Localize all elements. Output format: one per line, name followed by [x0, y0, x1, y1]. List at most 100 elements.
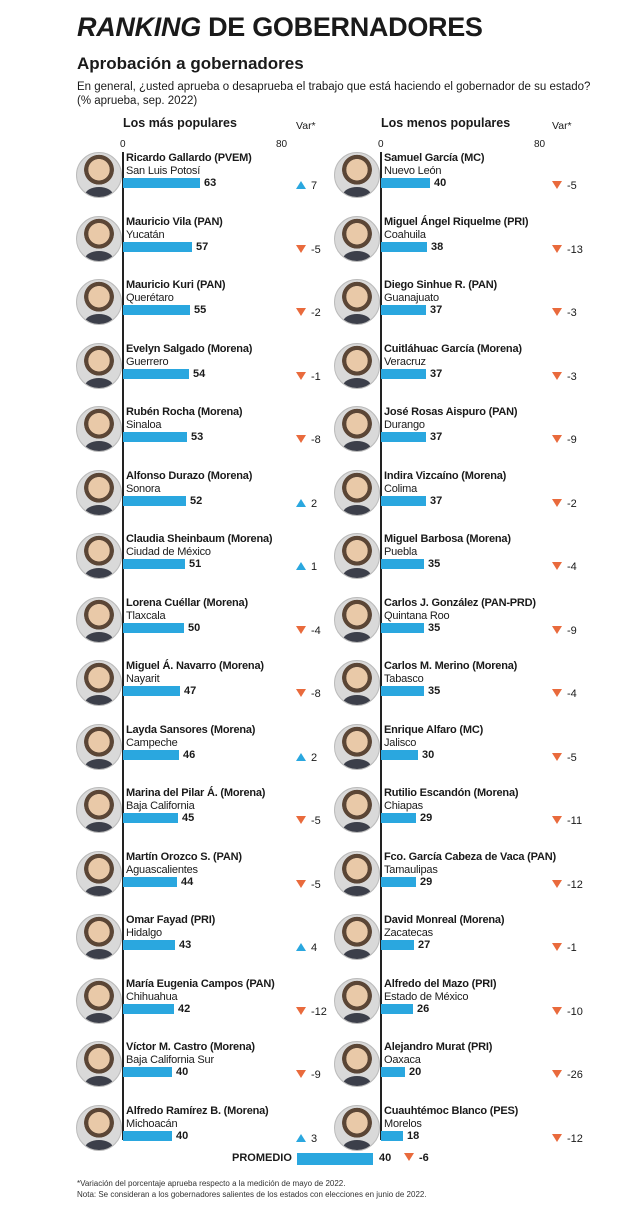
governor-name: Cuitláhuac García (Morena) — [384, 342, 522, 355]
variation-value: -5 — [296, 244, 321, 256]
approval-bar — [381, 178, 430, 188]
approval-bar — [381, 813, 416, 823]
governor-photo — [76, 1041, 122, 1087]
governor-name: Víctor M. Castro (Morena) — [126, 1041, 255, 1053]
approval-value: 44 — [181, 875, 194, 888]
governor-state: Tlaxcala — [126, 609, 166, 622]
approval-value: 51 — [189, 558, 202, 570]
variation-text: 1 — [311, 561, 318, 573]
approval-value: 54 — [193, 367, 206, 380]
average-var: -6 — [404, 1152, 429, 1164]
governor-photo — [334, 342, 380, 389]
approval-value: 50 — [188, 621, 201, 634]
approval-bar — [123, 813, 178, 823]
approval-value: 42 — [178, 1002, 191, 1015]
variation-value: -5 — [296, 879, 321, 891]
governor-name: Diego Sinhue R. (PAN) — [384, 279, 497, 291]
down-triangle-icon — [296, 308, 306, 316]
approval-bar — [123, 559, 185, 569]
approval-bar — [123, 940, 175, 950]
governor-photo — [76, 1104, 122, 1151]
variation-text: 2 — [311, 497, 318, 510]
variation-value: -5 — [552, 180, 577, 192]
approval-value: 18 — [407, 1129, 420, 1142]
variation-text: -2 — [311, 307, 321, 319]
down-triangle-icon — [552, 562, 562, 570]
governor-photo — [76, 660, 122, 706]
variation-value: -9 — [296, 1069, 321, 1081]
governor-photo — [334, 787, 380, 833]
variation-text: 2 — [311, 751, 318, 764]
approval-bar — [123, 368, 189, 379]
variation-text: -5 — [311, 878, 321, 891]
variation-value: -3 — [552, 371, 577, 383]
variation-value: -12 — [552, 879, 583, 891]
governor-state: Sonora — [126, 482, 161, 495]
governor-name: María Eugenia Campos (PAN) — [126, 977, 275, 990]
governor-name: Lorena Cuéllar (Morena) — [126, 596, 248, 609]
footnote-note: Nota: Se consideran a los gobernadores s… — [77, 1190, 427, 1199]
variation-text: -4 — [567, 561, 577, 573]
down-triangle-icon — [296, 879, 306, 888]
governor-state: Puebla — [384, 546, 418, 558]
governor-state: Michoacán — [126, 1117, 178, 1130]
governor-photo — [76, 342, 122, 389]
governor-state: Querétaro — [126, 292, 174, 304]
down-triangle-icon — [552, 1070, 562, 1078]
approval-bar — [381, 876, 416, 887]
up-triangle-icon — [296, 752, 306, 761]
governor-name: Evelyn Salgado (Morena) — [126, 342, 253, 355]
variation-text: -12 — [311, 1005, 327, 1018]
approval-value: 57 — [196, 240, 209, 253]
approval-bar — [123, 1067, 172, 1077]
up-triangle-icon — [296, 943, 306, 951]
governor-photo — [334, 660, 380, 706]
approval-value: 30 — [422, 748, 435, 761]
variation-value: -11 — [552, 815, 582, 827]
governor-photo — [76, 787, 122, 833]
approval-bar — [123, 1130, 172, 1141]
approval-bar — [381, 495, 426, 506]
down-triangle-icon — [552, 689, 562, 697]
variation-value: -8 — [296, 688, 321, 700]
up-triangle-icon — [296, 562, 306, 570]
average-label: PROMEDIO — [232, 1152, 292, 1164]
governor-name: Omar Fayad (PRI) — [126, 914, 216, 926]
variation-value: -5 — [552, 752, 577, 764]
down-triangle-icon — [552, 1006, 562, 1015]
variation-text: -5 — [567, 751, 577, 764]
approval-bar — [381, 749, 418, 760]
variation-text: -12 — [567, 1132, 583, 1145]
variation-value: -4 — [552, 688, 577, 700]
governor-name: Alfredo Ramírez B. (Morena) — [126, 1104, 269, 1117]
governor-state: Baja California Sur — [126, 1054, 214, 1066]
variation-value: 7 — [296, 180, 317, 192]
variation-value: -2 — [552, 498, 577, 510]
governor-name: Alfonso Durazo (Morena) — [126, 469, 253, 482]
approval-bar — [123, 749, 179, 760]
governor-photo — [76, 215, 122, 262]
approval-value: 40 — [176, 1066, 189, 1078]
variation-text: 4 — [311, 942, 318, 954]
approval-bar — [381, 432, 426, 442]
governor-name: Martín Orozco S. (PAN) — [126, 850, 242, 863]
variation-value: -12 — [296, 1006, 327, 1018]
governor-state: Aguascalientes — [126, 863, 198, 876]
governor-name: Rutilio Escandón (Morena) — [384, 787, 519, 799]
governor-state: Nuevo León — [384, 165, 442, 177]
governor-photo — [334, 1104, 380, 1151]
variation-value: -4 — [296, 625, 321, 637]
governor-name: Samuel García (MC) — [384, 152, 485, 164]
approval-value: 29 — [420, 875, 433, 888]
approval-value: 40 — [434, 177, 447, 189]
governor-state: Sinaloa — [126, 419, 162, 431]
governor-name: Mauricio Vila (PAN) — [126, 215, 223, 228]
governor-name: José Rosas Aispuro (PAN) — [384, 406, 518, 418]
governor-name: David Monreal (Morena) — [384, 914, 505, 926]
governor-photo — [334, 152, 380, 198]
governor-photo — [334, 596, 380, 643]
left-axis-line — [122, 152, 124, 1140]
governor-name: Layda Sansores (Morena) — [126, 723, 256, 736]
approval-bar — [381, 940, 414, 950]
variation-value: -12 — [552, 1133, 583, 1145]
